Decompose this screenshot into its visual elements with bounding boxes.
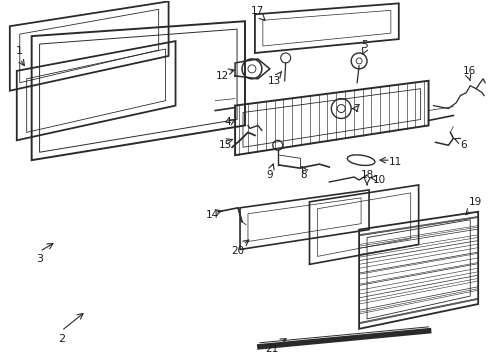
Text: 8: 8 xyxy=(300,170,306,180)
Text: 2: 2 xyxy=(58,334,65,344)
Text: 19: 19 xyxy=(468,197,481,207)
Text: 7: 7 xyxy=(352,104,359,113)
Text: 16: 16 xyxy=(462,66,475,76)
Text: 1: 1 xyxy=(16,46,23,56)
Text: 6: 6 xyxy=(459,140,466,150)
Text: 10: 10 xyxy=(372,175,385,185)
Text: 3: 3 xyxy=(36,255,43,264)
Text: 18: 18 xyxy=(360,170,373,180)
Text: 9: 9 xyxy=(266,170,273,180)
Text: 14: 14 xyxy=(205,210,219,220)
Text: 20: 20 xyxy=(231,247,244,256)
Text: 21: 21 xyxy=(264,344,278,354)
Text: 11: 11 xyxy=(388,157,402,167)
Text: 13: 13 xyxy=(267,76,281,86)
Text: 5: 5 xyxy=(360,40,366,50)
Text: 4: 4 xyxy=(224,117,231,127)
Text: 12: 12 xyxy=(215,71,228,81)
Text: 17: 17 xyxy=(251,6,264,16)
Text: 15: 15 xyxy=(218,140,231,150)
